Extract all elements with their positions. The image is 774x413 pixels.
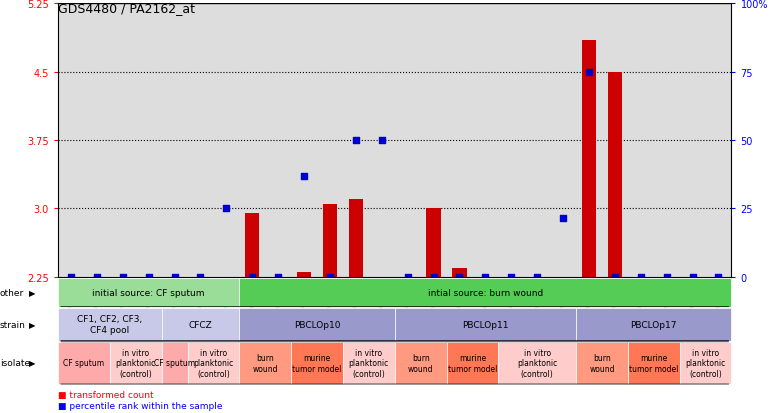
Text: murine
tumor model: murine tumor model	[293, 354, 342, 373]
Text: CF sputum: CF sputum	[63, 358, 104, 368]
Text: burn
wound: burn wound	[252, 354, 278, 373]
Text: in vitro
planktonic
(control): in vitro planktonic (control)	[517, 348, 557, 378]
Point	[246, 274, 259, 280]
Point	[220, 206, 232, 212]
Point	[427, 274, 440, 280]
Point	[660, 274, 673, 280]
Text: intial source: burn wound: intial source: burn wound	[428, 288, 543, 297]
Text: other: other	[0, 288, 24, 297]
Text: in vitro
planktonic
(control): in vitro planktonic (control)	[115, 348, 156, 378]
Point	[142, 274, 155, 280]
Text: PBCLOp11: PBCLOp11	[462, 320, 509, 329]
Text: CFCZ: CFCZ	[189, 320, 212, 329]
Bar	[297, 273, 311, 277]
Bar	[349, 200, 363, 277]
Point	[375, 138, 388, 144]
Text: CF1, CF2, CF3,
CF4 pool: CF1, CF2, CF3, CF4 pool	[77, 315, 142, 334]
Text: in vitro
planktonic
(control): in vitro planktonic (control)	[686, 348, 726, 378]
Point	[531, 274, 543, 280]
Point	[65, 274, 77, 280]
Point	[635, 274, 647, 280]
Text: PBCLOp17: PBCLOp17	[631, 320, 677, 329]
Text: in vitro
planktonic
(control): in vitro planktonic (control)	[194, 348, 234, 378]
Point	[505, 274, 518, 280]
Bar	[608, 72, 622, 277]
Text: ▶: ▶	[29, 288, 35, 297]
Text: GDS4480 / PA2162_at: GDS4480 / PA2162_at	[58, 2, 195, 15]
Point	[608, 274, 621, 280]
Text: murine
tumor model: murine tumor model	[629, 354, 679, 373]
Text: initial source: CF sputum: initial source: CF sputum	[92, 288, 205, 297]
Text: isolate: isolate	[0, 358, 30, 368]
Text: PBCLOp10: PBCLOp10	[294, 320, 341, 329]
Bar	[452, 268, 467, 277]
Point	[350, 138, 362, 144]
Bar	[582, 40, 596, 277]
Point	[169, 274, 181, 280]
Bar	[426, 209, 440, 277]
Point	[402, 274, 414, 280]
Text: CF sputum: CF sputum	[154, 358, 195, 368]
Point	[712, 274, 724, 280]
Point	[454, 274, 466, 280]
Point	[194, 274, 207, 280]
Text: murine
tumor model: murine tumor model	[447, 354, 497, 373]
Bar	[245, 214, 259, 277]
Point	[557, 215, 570, 221]
Text: ■ percentile rank within the sample: ■ percentile rank within the sample	[58, 401, 223, 410]
Point	[583, 69, 595, 76]
Point	[298, 174, 310, 180]
Point	[117, 274, 129, 280]
Bar	[323, 204, 337, 277]
Text: strain: strain	[0, 320, 26, 329]
Point	[324, 274, 336, 280]
Point	[272, 274, 284, 280]
Point	[687, 274, 699, 280]
Point	[479, 274, 491, 280]
Text: burn
wound: burn wound	[589, 354, 615, 373]
Text: ■ transformed count: ■ transformed count	[58, 390, 154, 399]
Text: in vitro
planktonic
(control): in vitro planktonic (control)	[349, 348, 389, 378]
Text: burn
wound: burn wound	[408, 354, 433, 373]
Text: ▶: ▶	[29, 320, 35, 329]
Text: ▶: ▶	[29, 358, 35, 368]
Point	[91, 274, 103, 280]
